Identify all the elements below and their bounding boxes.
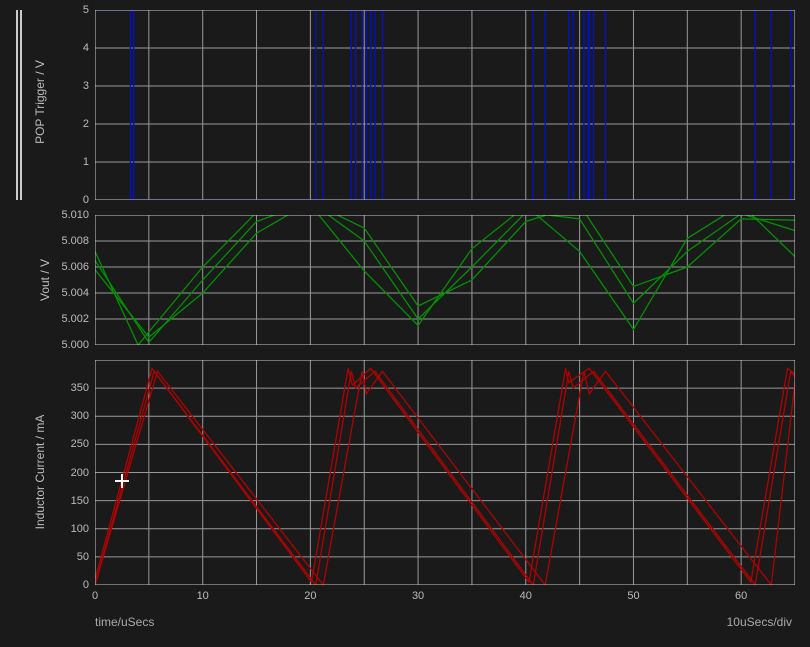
pop-trace	[95, 10, 795, 200]
iind-ytick: 100	[41, 523, 89, 535]
iind-ytick: 200	[41, 467, 89, 479]
xtick: 0	[92, 590, 98, 602]
iind-ytick: 350	[41, 382, 89, 394]
vout-ytick: 5.000	[41, 339, 89, 351]
pop-ytick: 0	[41, 194, 89, 206]
pop-ytick: 1	[41, 156, 89, 168]
pop-ytick: 5	[41, 4, 89, 16]
pop-ytick: 3	[41, 80, 89, 92]
vout-ytick: 5.008	[41, 235, 89, 247]
pop-chart[interactable]	[95, 10, 795, 200]
iind-ytick: 0	[41, 579, 89, 591]
iind-ytick: 150	[41, 495, 89, 507]
xtick: 10	[197, 590, 209, 602]
iind-ytick: 250	[41, 438, 89, 450]
vout-trace	[95, 215, 795, 345]
iind-trace	[95, 368, 795, 582]
iind-ytick: 300	[41, 410, 89, 422]
pop-ytick: 4	[41, 42, 89, 54]
vout-ytick: 5.010	[41, 209, 89, 221]
pop-ytick: 2	[41, 118, 89, 130]
xtick: 60	[735, 590, 747, 602]
iind-trace	[95, 371, 795, 585]
pop-trace	[95, 10, 795, 200]
vout-chart[interactable]	[95, 215, 795, 345]
pop-trigger-ylabel: POP Trigger / V	[33, 52, 47, 152]
iind-ytick: 50	[41, 551, 89, 563]
oscilloscope-viewport: POP Trigger / V Vout / V Inductor Curren…	[0, 0, 810, 647]
vout-trace	[95, 215, 795, 342]
vout-ytick: 5.004	[41, 287, 89, 299]
left-indicator-bar	[20, 10, 22, 200]
chart-border	[95, 215, 795, 345]
chart-border	[95, 10, 795, 200]
iind-trace	[95, 371, 795, 585]
xtick: 40	[520, 590, 532, 602]
vout-ylabel: Vout / V	[38, 250, 52, 310]
left-indicator-bar	[16, 10, 18, 200]
vout-ytick: 5.002	[41, 313, 89, 325]
x-axis-label: time/uSecs	[95, 615, 154, 629]
xtick: 50	[627, 590, 639, 602]
vout-ytick: 5.006	[41, 261, 89, 273]
x-axis-scale-label: 10uSecs/div	[727, 615, 792, 629]
iind-chart[interactable]	[95, 360, 795, 585]
xtick: 30	[412, 590, 424, 602]
xtick: 20	[304, 590, 316, 602]
